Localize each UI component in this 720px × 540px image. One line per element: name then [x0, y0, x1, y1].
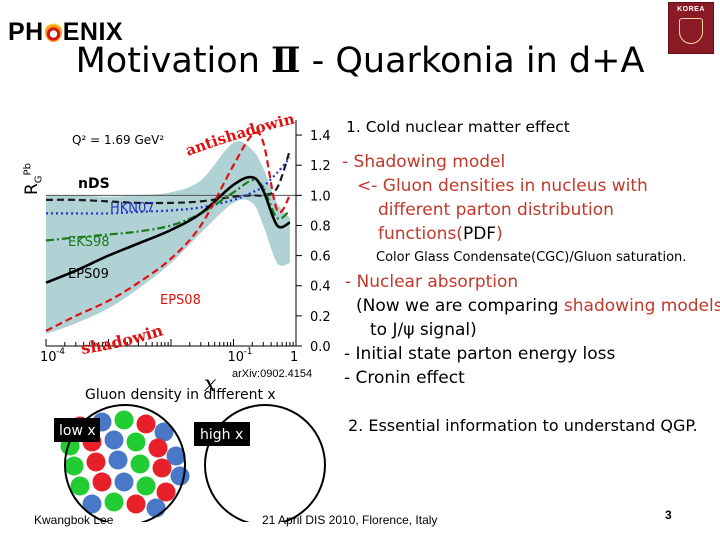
crest-icon — [679, 18, 703, 44]
heading-cold-nuclear-matter: 1. Cold nuclear matter effect — [346, 118, 570, 136]
y-label-sup: Pb — [22, 163, 34, 176]
item-nuclear-absorption-sub2: to J/ψ signal) — [370, 320, 477, 340]
low-x-label-box — [54, 418, 100, 442]
label-nds: nDS — [78, 176, 110, 192]
gluon-ball — [82, 494, 102, 514]
phoenix-flame-icon — [44, 22, 62, 42]
gluon-ball — [152, 458, 172, 478]
footer-author: Kwangbok Lee — [34, 513, 114, 527]
gluon-density-caption: Gluon density in different x — [85, 387, 276, 403]
series-line-eps09 — [45, 175, 291, 284]
series-line-hkn07 — [45, 156, 291, 215]
cgc-note: Color Glass Condensate(CGC)/Gluon satura… — [376, 250, 687, 265]
gluon-ball — [86, 452, 106, 472]
title-rest: - Quarkonia in d+A — [300, 41, 645, 81]
low-x-label: low x — [59, 423, 96, 439]
gluon-ball — [146, 498, 166, 518]
footer-event: 21 April DIS 2010, Florence, Italy — [262, 513, 438, 527]
comparing-pre: (Now we are comparing — [356, 296, 564, 316]
comparing-shadowing-models: shadowing models — [563, 296, 720, 316]
series-line-eks98 — [45, 179, 291, 242]
phenix-logo: PH ENIX — [8, 18, 123, 47]
series-line-eps08 — [45, 131, 291, 332]
page-number: 3 — [665, 508, 672, 522]
heading-essential-info: 2. Essential information to understand Q… — [348, 416, 698, 435]
pdf-word: PDF — [462, 224, 497, 244]
item-shadowing-model: - Shadowing model — [342, 152, 506, 172]
gluon-ball — [126, 432, 146, 452]
label-hkn07: HKN07 — [110, 201, 155, 216]
title-main: Motivation — [75, 41, 271, 81]
gluon-ball — [170, 466, 190, 486]
gluon-ball — [114, 472, 134, 492]
item-nuclear-absorption: - Nuclear absorption — [345, 272, 519, 292]
y-tick-label: 0.2 — [310, 310, 331, 325]
gluon-ball — [104, 492, 124, 512]
nucleus-low-x — [64, 404, 186, 522]
logo-text-left: PH — [8, 18, 44, 46]
gluon-ball — [126, 494, 146, 514]
high-x-label: high x — [200, 427, 243, 443]
y-tick-label: 0.6 — [310, 250, 331, 265]
gluon-ball — [64, 456, 84, 476]
y-tick-label: 1.4 — [310, 129, 331, 144]
korea-university-logo: KOREA — [668, 2, 714, 54]
gluon-ball — [108, 450, 128, 470]
gluon-ratio-plot: 1.41.21.00.80.60.40.20.010 -4 10 -1 1nDSHKN0… — [36, 116, 331, 365]
y-tick-label: 0.0 — [310, 340, 331, 355]
label-q2: Q² = 1.69 GeV² — [72, 133, 164, 147]
x-axis-label: x — [204, 372, 217, 397]
item-cronin-effect: - Cronin effect — [344, 368, 465, 388]
gluon-ball — [166, 446, 186, 466]
x-tick-label: 1 — [290, 350, 298, 365]
item-shadowing-sub2: different parton distribution — [378, 200, 614, 220]
pdf-pre: functions( — [378, 224, 463, 244]
gluon-ball — [156, 482, 176, 502]
gluon-density-illustration: low x high x — [54, 404, 326, 522]
y-tick-label: 1.0 — [310, 189, 331, 204]
gluon-ball — [136, 414, 156, 434]
title-roman-numeral: Ⅱ — [271, 40, 301, 81]
x-tick-exponent: -1 — [244, 347, 253, 357]
gluon-ball — [148, 438, 168, 458]
y-tick-label: 1.2 — [310, 159, 331, 174]
label-eks98: EKS98 — [68, 235, 110, 250]
label-eps08: EPS08 — [160, 293, 201, 308]
gluon-ball — [92, 472, 112, 492]
item-nuclear-absorption-sub1: (Now we are comparing shadowing models — [356, 296, 720, 316]
pdf-post: ) — [496, 224, 503, 244]
gluon-ball — [154, 422, 174, 442]
gluon-ball — [136, 476, 156, 496]
item-shadowing-sub3: functions(PDF) — [378, 224, 503, 244]
x-tick-label: 10 — [228, 350, 245, 365]
gluon-ball — [70, 476, 90, 496]
y-tick-label: 0.8 — [310, 219, 331, 234]
high-x-label-box — [194, 422, 250, 446]
x-tick-exponent: -4 — [56, 347, 65, 357]
gluon-ball — [104, 430, 124, 450]
y-tick-label: 0.4 — [310, 280, 331, 295]
slide-title: Motivation Ⅱ - Quarkonia in d+A — [0, 40, 720, 81]
gluon-ball — [114, 410, 134, 430]
item-energy-loss: - Initial state parton energy loss — [344, 344, 616, 364]
university-logo-text: KOREA — [677, 6, 705, 13]
nucleus-high-x — [204, 404, 326, 522]
x-tick-label: 10 — [40, 350, 57, 365]
item-shadowing-sub1: <- Gluon densities in nucleus with — [357, 176, 648, 196]
arxiv-reference: arXiv:0902.4154 — [232, 368, 313, 380]
label-eps09: EPS09 — [68, 267, 109, 282]
gluon-ball — [130, 454, 150, 474]
logo-text-right: ENIX — [62, 18, 124, 46]
